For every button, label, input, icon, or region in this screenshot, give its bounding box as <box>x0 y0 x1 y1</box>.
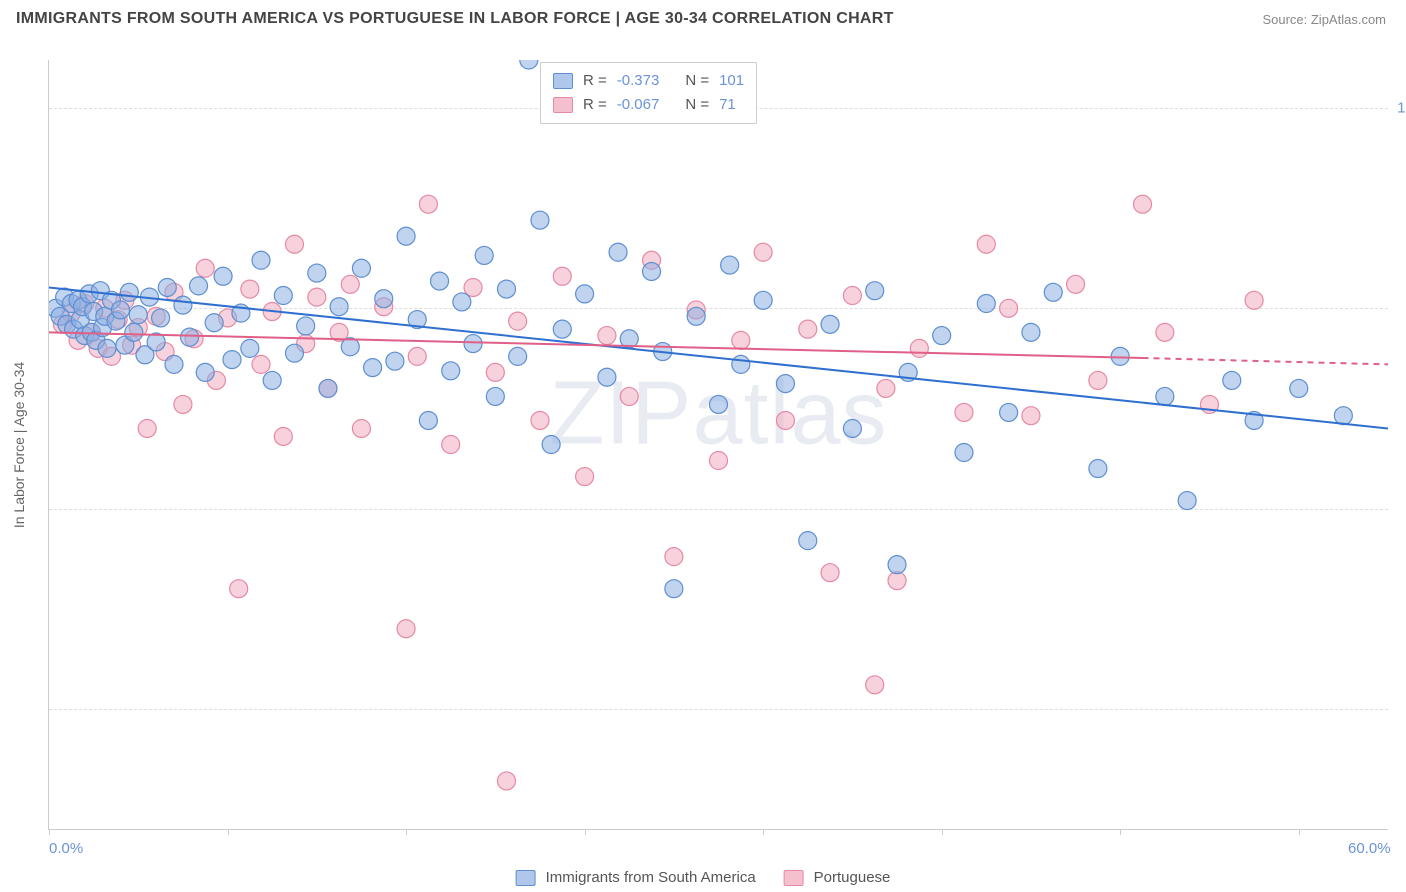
r-label: R = <box>583 69 607 93</box>
n-value-blue: 101 <box>719 69 744 93</box>
legend-label-blue: Immigrants from South America <box>546 869 756 886</box>
scatter-svg <box>49 60 1388 829</box>
n-value-pink: 71 <box>719 93 736 117</box>
swatch-pink-icon <box>784 870 804 886</box>
y-axis-title: In Labor Force | Age 30-34 <box>11 361 27 527</box>
r-value-pink: -0.067 <box>617 93 660 117</box>
legend-item-blue: Immigrants from South America <box>516 869 756 886</box>
r-value-blue: -0.373 <box>617 69 660 93</box>
swatch-pink-icon <box>553 97 573 113</box>
stats-row-pink: R = -0.067 N = 71 <box>553 93 744 117</box>
chart-header: IMMIGRANTS FROM SOUTH AMERICA VS PORTUGU… <box>0 0 1406 36</box>
swatch-blue-icon <box>553 73 573 89</box>
series-legend: Immigrants from South America Portuguese <box>516 869 891 886</box>
x-tick-label: 60.0% <box>1348 840 1391 857</box>
x-tick-label: 0.0% <box>49 840 83 857</box>
n-label: N = <box>685 69 709 93</box>
n-label: N = <box>685 93 709 117</box>
chart-plot-area: In Labor Force | Age 30-34 ZIPatlas 62.5… <box>48 60 1388 830</box>
y-tick-label: 75.0% <box>1393 500 1406 517</box>
chart-title: IMMIGRANTS FROM SOUTH AMERICA VS PORTUGU… <box>16 10 894 28</box>
y-tick-label: 62.5% <box>1393 700 1406 717</box>
legend-item-pink: Portuguese <box>784 869 891 886</box>
stats-legend: R = -0.373 N = 101 R = -0.067 N = 71 <box>540 62 757 124</box>
stats-row-blue: R = -0.373 N = 101 <box>553 69 744 93</box>
legend-label-pink: Portuguese <box>814 869 891 886</box>
r-label: R = <box>583 93 607 117</box>
y-tick-label: 100.0% <box>1393 100 1406 117</box>
source-attribution: Source: ZipAtlas.com <box>1262 12 1386 27</box>
y-tick-label: 87.5% <box>1393 300 1406 317</box>
swatch-blue-icon <box>516 870 536 886</box>
